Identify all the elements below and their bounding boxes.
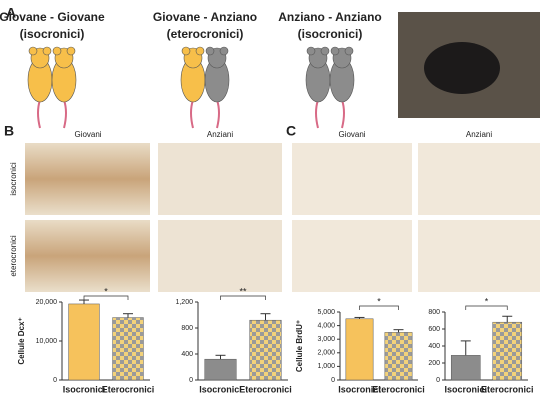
mouse-ear: [66, 46, 76, 56]
bar: [204, 358, 237, 381]
row-label: isocronici: [9, 162, 18, 196]
y-tick-label: 0: [331, 377, 335, 384]
bar: [492, 321, 523, 381]
y-tick-label: 4,000: [317, 322, 335, 329]
group-title: Anziano - Anziano: [278, 10, 382, 24]
mouse-tail: [190, 99, 194, 129]
x-tick-label: Isocronici: [444, 384, 487, 394]
significance: *: [377, 296, 381, 306]
mouse-ear: [195, 46, 205, 56]
column-label: Giovani: [338, 130, 365, 139]
panel-label: A: [6, 5, 16, 21]
mouse-tail: [216, 99, 220, 129]
group-title: Giovane - Anziano: [153, 10, 257, 24]
column-label: Giovani: [74, 130, 101, 139]
y-tick-label: 1,000: [317, 363, 335, 370]
micrograph: [25, 143, 150, 215]
group-subtitle: (isocronici): [20, 27, 85, 41]
mouse-ear: [205, 46, 215, 56]
bar: [345, 318, 374, 381]
mouse-ear: [320, 46, 330, 56]
mouse-tail: [37, 99, 41, 129]
y-tick-label: 0: [189, 377, 193, 384]
y-tick-label: 0: [53, 377, 57, 384]
micrograph: [158, 220, 282, 292]
y-axis-label: Cellule BrdU⁺: [295, 320, 304, 372]
mouse-ear: [52, 46, 62, 56]
mouse-tail: [315, 99, 319, 129]
x-tick-label: Eterocronici: [239, 384, 292, 394]
y-tick-label: 400: [181, 351, 193, 358]
y-tick-label: 5,000: [317, 309, 335, 316]
x-tick-label: Eterocronici: [102, 384, 155, 394]
mouse-ear: [306, 46, 316, 56]
mouse-ear: [181, 46, 191, 56]
bar: [112, 317, 144, 381]
y-tick-label: 400: [428, 343, 440, 350]
mouse-tail: [341, 99, 345, 129]
mouse-ear: [42, 46, 52, 56]
y-tick-label: 2,000: [317, 350, 335, 357]
bar: [68, 303, 100, 381]
x-tick-label: Eterocronici: [372, 384, 425, 394]
significance-bracket: [220, 295, 266, 300]
significance: *: [485, 296, 489, 306]
y-tick-label: 200: [428, 360, 440, 367]
micrograph: [25, 220, 150, 292]
y-tick-label: 800: [181, 325, 193, 332]
x-tick-label: Isocronici: [63, 384, 106, 394]
panel-label: C: [286, 123, 296, 139]
y-tick-label: 800: [428, 309, 440, 316]
micrograph: [418, 220, 540, 292]
column-label: Anziani: [207, 130, 233, 139]
micrograph: [292, 143, 412, 215]
y-tick-label: 20,000: [36, 299, 58, 306]
mouse-ear: [344, 46, 354, 56]
significance-bracket: [83, 295, 129, 300]
photo-mouse: [424, 42, 500, 94]
mouse-ear: [28, 46, 38, 56]
x-tick-label: Eterocronici: [481, 384, 534, 394]
y-tick-label: 3,000: [317, 336, 335, 343]
panel-label: B: [4, 123, 14, 139]
bar: [249, 319, 282, 381]
x-tick-label: Isocronici: [338, 384, 381, 394]
group-title: Giovane - Giovane: [0, 10, 105, 24]
y-axis-label: Cellule Dcx⁺: [17, 317, 26, 364]
row-label: eterocronici: [9, 235, 18, 277]
x-tick-label: Isocronici: [199, 384, 242, 394]
bar: [450, 355, 481, 381]
y-tick-label: 600: [428, 326, 440, 333]
bar: [384, 332, 413, 381]
significance-bracket: [359, 305, 399, 310]
mouse-ear: [330, 46, 340, 56]
column-label: Anziani: [466, 130, 492, 139]
y-tick-label: 10,000: [36, 338, 58, 345]
micrograph: [158, 143, 282, 215]
micrograph: [292, 220, 412, 292]
group-subtitle: (isocronici): [298, 27, 363, 41]
significance: **: [239, 286, 247, 296]
mouse-ear: [219, 46, 229, 56]
mouse-tail: [63, 99, 67, 129]
micrograph: [418, 143, 540, 215]
group-subtitle: (eterocronici): [167, 27, 244, 41]
significance-bracket: [465, 305, 508, 310]
y-tick-label: 1,200: [175, 299, 193, 306]
y-tick-label: 0: [436, 377, 440, 384]
significance: *: [104, 286, 108, 296]
